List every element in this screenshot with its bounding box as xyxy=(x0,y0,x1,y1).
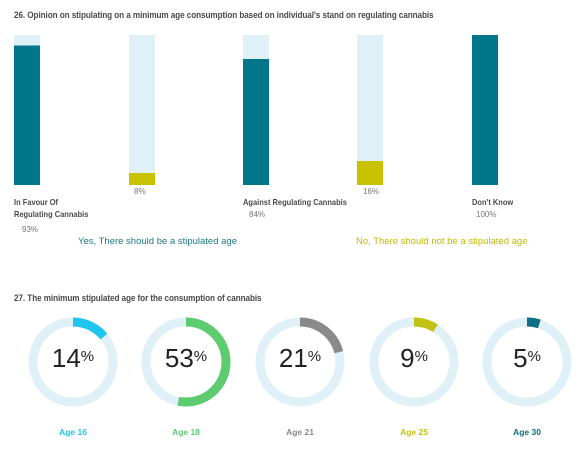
bar-yes-dont-know xyxy=(472,35,498,185)
legend-no: No, There should not be a stipulated age xyxy=(356,236,528,247)
chart-title-q27: 27. The minimum stipulated age for the c… xyxy=(14,293,262,304)
chart-title-q26: 26. Opinion on stipulating on a minimum … xyxy=(14,10,434,21)
donut-value-age-16: 14% xyxy=(27,342,119,374)
donut-arc-age-25 xyxy=(369,317,459,407)
bar-chart-q26 xyxy=(14,35,498,185)
bar-no-against xyxy=(357,161,383,185)
category-label-against: Against Regulating Cannabis xyxy=(243,197,347,207)
donut-value-number: 9 xyxy=(400,343,415,373)
age-label-age-16: Age 16 xyxy=(59,427,87,437)
value-label-no-against: 16% xyxy=(363,187,380,196)
donut-age-30 xyxy=(482,317,572,407)
donut-age-21 xyxy=(255,317,345,407)
bar-yes-against xyxy=(243,59,269,185)
value-label-yes-dont-know: 100% xyxy=(476,210,497,219)
category-label-in-favour: In Favour Of Regulating Cannabis xyxy=(14,197,89,219)
percent-sign: % xyxy=(307,348,322,365)
percent-sign: % xyxy=(414,348,428,365)
donut-arc-age-16 xyxy=(28,317,118,407)
value-label-yes-against: 84% xyxy=(249,210,266,219)
donut-arc-age-21 xyxy=(255,317,345,407)
percent-sign: % xyxy=(80,348,95,365)
bar-no-in-favour xyxy=(129,173,155,185)
percent-sign: % xyxy=(193,348,208,365)
donut-value-age-18: 53% xyxy=(140,342,232,374)
donut-age-18 xyxy=(141,317,231,407)
donut-value-number: 21 xyxy=(278,343,308,373)
age-label-age-18: Age 18 xyxy=(172,427,200,437)
value-label-no-in-favour: 8% xyxy=(134,187,146,196)
age-label-age-21: Age 21 xyxy=(286,427,314,437)
percent-sign: % xyxy=(527,348,541,365)
donut-arc-age-18 xyxy=(141,317,231,407)
bar-track-no-against xyxy=(357,35,383,185)
age-label-age-25: Age 25 xyxy=(400,427,428,437)
donut-value-age-21: 21% xyxy=(254,342,346,374)
category-label-dont-know: Don't Know xyxy=(472,197,514,207)
donut-value-number: 5 xyxy=(513,343,528,373)
donut-age-16 xyxy=(28,317,118,407)
legend-yes: Yes, There should be a stipulated age xyxy=(78,236,237,247)
bar-track-no-in-favour xyxy=(129,35,155,185)
age-label-age-30: Age 30 xyxy=(513,427,541,437)
value-label-yes-in-favour: 93% xyxy=(22,225,39,234)
donut-value-age-25: 9% xyxy=(368,342,460,374)
donut-arc-age-30 xyxy=(482,317,572,407)
bar-yes-in-favour xyxy=(14,45,40,185)
donut-value-number: 14 xyxy=(51,343,81,373)
donut-age-25 xyxy=(369,317,459,407)
donut-value-number: 53 xyxy=(164,343,194,373)
donut-value-age-30: 5% xyxy=(481,342,573,374)
